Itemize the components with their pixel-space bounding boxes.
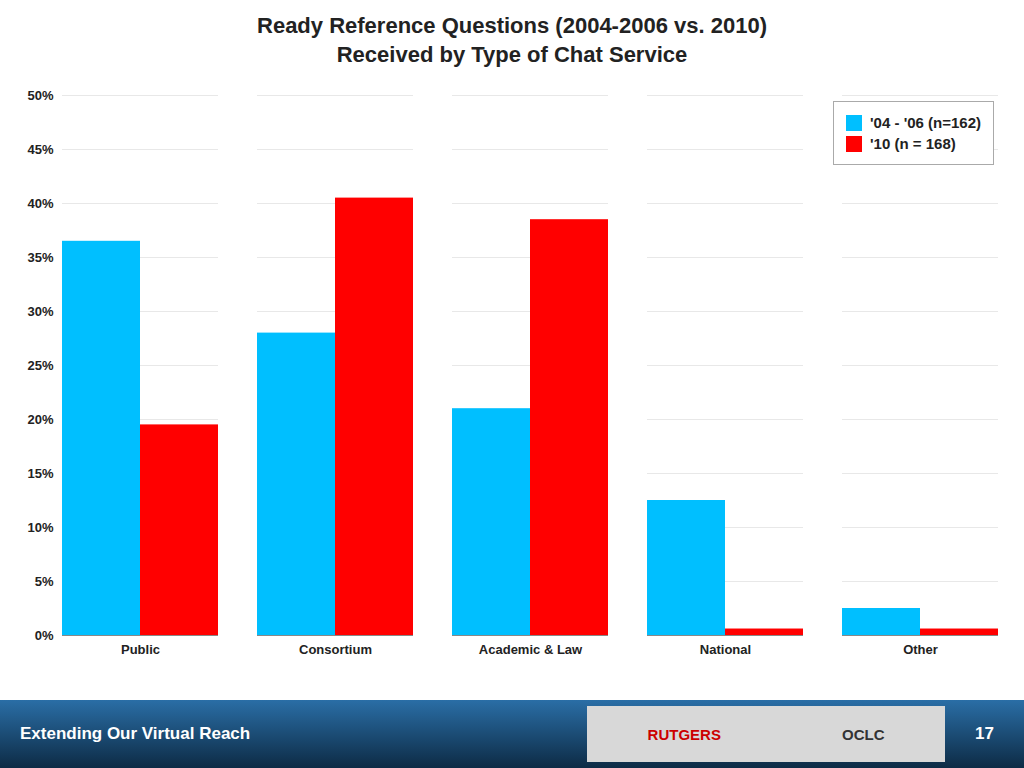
svg-text:Academic & Law: Academic & Law — [479, 642, 583, 657]
html-text:Extending Our Virtual Reach: Extending Our Virtual Reach — [20, 724, 251, 743]
svg-text:Consortium: Consortium — [299, 642, 372, 657]
html-text:Received by Type of Chat Servi: Received by Type of Chat Service — [336, 41, 688, 67]
svg-text:45%: 45% — [27, 142, 53, 157]
html-text:'04 - '06 (n=162): '04 - '06 (n=162) — [870, 114, 981, 132]
svg-text:National: National — [700, 642, 751, 657]
html-text:RUTGERS: RUTGERS — [647, 725, 721, 743]
svg-text:0%: 0% — [35, 628, 54, 643]
svg-text:Other: Other — [903, 642, 938, 657]
svg-text:20%: 20% — [27, 412, 53, 427]
svg-text:10%: 10% — [27, 520, 53, 535]
svg-text:Public: Public — [121, 642, 160, 657]
svg-text:15%: 15% — [27, 466, 53, 481]
html-text:17: 17 — [975, 724, 994, 743]
svg-text:30%: 30% — [27, 304, 53, 319]
svg-text:35%: 35% — [27, 250, 53, 265]
svg-text:5%: 5% — [35, 574, 54, 589]
html-text:'10 (n = 168): '10 (n = 168) — [870, 135, 956, 153]
svg-text:25%: 25% — [27, 358, 53, 373]
svg-text:50%: 50% — [27, 88, 53, 103]
svg-text:40%: 40% — [27, 196, 53, 211]
html-text:Ready Reference Questions (200: Ready Reference Questions (2004-2006 vs.… — [257, 13, 767, 38]
html-text:OCLC: OCLC — [842, 725, 885, 743]
